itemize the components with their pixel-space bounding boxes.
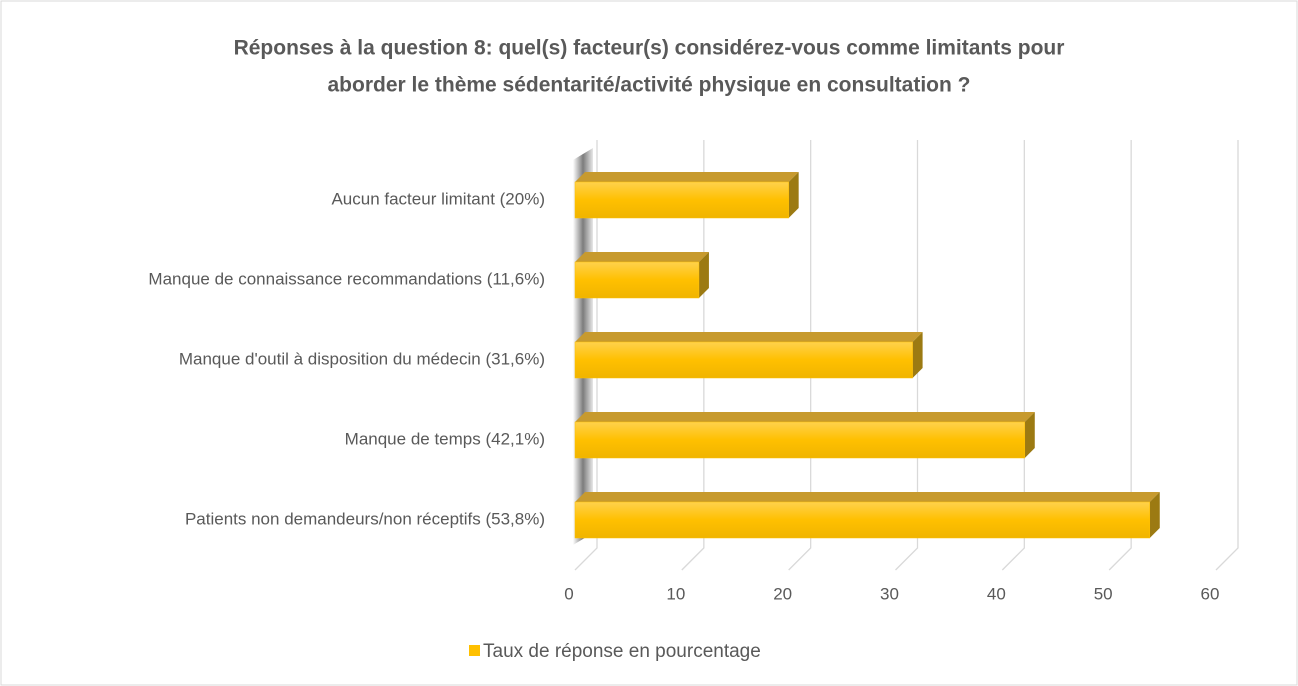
bar-side (788, 172, 799, 218)
x-tick-label: 0 (564, 584, 573, 603)
bar (574, 341, 913, 379)
bar-top (575, 332, 923, 342)
legend-swatch (469, 645, 480, 656)
bar-top (575, 252, 709, 262)
grid-line (788, 140, 812, 571)
grid-line (1215, 140, 1239, 571)
grid-line (895, 140, 919, 571)
x-tick-label: 60 (1201, 584, 1220, 603)
y-tick-label: Manque d'outil à disposition du médecin … (179, 349, 545, 368)
x-tick-label: 30 (880, 584, 899, 603)
bar-side (1024, 412, 1035, 458)
bar (574, 421, 1026, 459)
bar (574, 501, 1151, 539)
y-tick-label: Patients non demandeurs/non réceptifs (5… (185, 509, 545, 528)
y-tick-label: Aucun facteur limitant (20%) (331, 189, 545, 208)
bar (574, 261, 700, 299)
bar-top (575, 172, 799, 182)
legend-label: Taux de réponse en pourcentage (483, 641, 761, 662)
bar-top (575, 492, 1160, 502)
grid-line (1001, 140, 1025, 571)
bar-top (575, 412, 1035, 422)
bar-side (912, 332, 923, 378)
x-tick-label: 10 (666, 584, 685, 603)
x-tick-label: 50 (1094, 584, 1113, 603)
x-tick-label: 40 (987, 584, 1006, 603)
chart-title: Réponses à la question 8: quel(s) facteu… (234, 37, 1065, 60)
bar (574, 181, 789, 219)
bar-side (698, 252, 709, 298)
x-tick-label: 20 (773, 584, 792, 603)
grid-line (1108, 140, 1132, 571)
chart-title: aborder le thème sédentarité/activité ph… (328, 74, 971, 97)
y-tick-label: Manque de connaissance recommandations (… (148, 269, 545, 288)
bar-side (1149, 492, 1160, 538)
y-tick-label: Manque de temps (42,1%) (345, 429, 545, 448)
